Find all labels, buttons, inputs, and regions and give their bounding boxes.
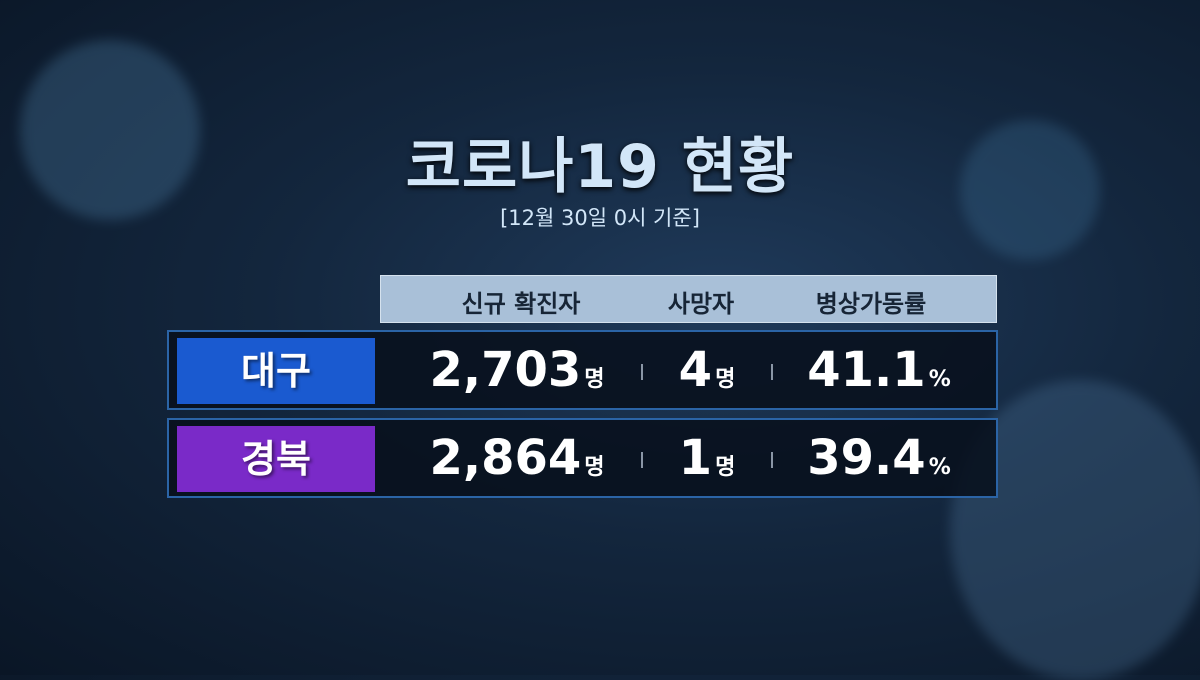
bed-rate-value: 41.1%	[807, 342, 951, 398]
divider	[641, 452, 643, 468]
column-bed-rate: 병상가동률	[815, 290, 927, 318]
divider	[771, 452, 773, 468]
region-label: 경북	[177, 426, 375, 492]
new-cases-value: 2,864 명	[429, 430, 605, 486]
new-cases-value: 2,703 명	[429, 342, 605, 398]
divider	[771, 364, 773, 380]
virus-decoration	[20, 40, 200, 220]
column-deaths: 사망자	[667, 290, 735, 318]
divider	[641, 364, 643, 380]
date-subtitle: [12월 30일 0시 기준]	[500, 206, 700, 230]
column-new-cases: 신규 확진자	[461, 290, 581, 318]
table-header: 신규 확진자 사망자 병상가동률	[380, 275, 997, 323]
bed-rate-value: 39.4%	[807, 430, 951, 486]
virus-decoration	[960, 120, 1100, 260]
region-label: 대구	[177, 338, 375, 404]
page-title: 코로나19 현황	[405, 132, 795, 202]
